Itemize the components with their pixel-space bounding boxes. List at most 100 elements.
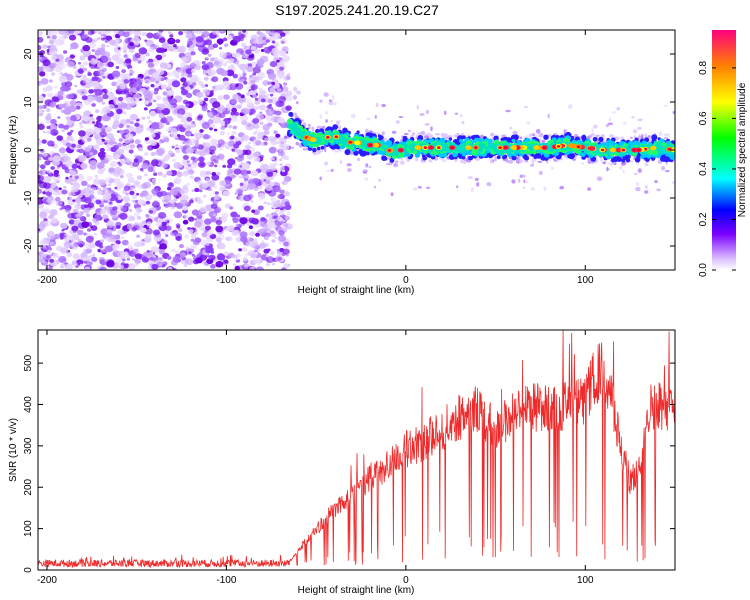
noise-blob (39, 164, 46, 170)
noise-blob (102, 168, 106, 171)
noise-blob (169, 34, 174, 38)
noise-blob (239, 184, 248, 191)
noise-blob (275, 110, 282, 116)
track-band-blob (389, 157, 395, 163)
noise-blob (212, 101, 221, 109)
noise-blob (249, 137, 254, 142)
noise-blob (209, 149, 216, 155)
track-halo-blob (332, 102, 337, 106)
noise-blob (201, 122, 210, 129)
noise-blob (185, 103, 190, 107)
noise-blob (246, 65, 254, 73)
track-band-blob (636, 153, 642, 159)
noise-blob (166, 255, 172, 260)
noise-blob (240, 108, 247, 114)
noise-blob (39, 112, 44, 117)
noise-blob (282, 82, 288, 86)
noise-blob (76, 163, 81, 166)
noise-blob (206, 161, 211, 166)
noise-blob (39, 204, 43, 207)
noise-blob (150, 246, 159, 253)
noise-blob (162, 200, 168, 205)
track-halo-blob (377, 132, 381, 135)
noise-blob (141, 190, 149, 197)
track-halo-blob (424, 123, 430, 126)
noise-blob (205, 56, 209, 60)
noise-blob (252, 94, 257, 99)
noise-blob (59, 236, 64, 240)
noise-blob (230, 135, 235, 140)
noise-blob (93, 144, 100, 150)
track-halo-blob (629, 160, 633, 163)
noise-blob (263, 130, 270, 136)
track-band-blob (632, 140, 639, 146)
noise-blob (127, 215, 135, 222)
track-halo-blob (619, 165, 623, 170)
noise-blob (107, 183, 112, 187)
noise-blob (276, 88, 282, 92)
noise-blob (217, 153, 225, 160)
noise-blob (136, 216, 142, 220)
noise-blob (285, 90, 293, 97)
noise-blob (81, 95, 88, 101)
track-halo-blob (425, 133, 429, 137)
noise-blob (81, 221, 90, 229)
noise-blob (49, 79, 53, 83)
noise-blob (95, 96, 104, 103)
noise-blob (279, 66, 285, 71)
noise-blob (127, 244, 134, 250)
track-halo-blob (401, 135, 404, 140)
noise-blob (170, 188, 179, 196)
track-band-blob (387, 141, 393, 146)
noise-blob (133, 81, 142, 89)
noise-blob (286, 211, 292, 216)
noise-blob (101, 101, 106, 105)
noise-blob (129, 266, 135, 270)
noise-blob (184, 214, 189, 219)
noise-blob (158, 196, 162, 200)
track-halo-blob (365, 163, 369, 168)
track-band-blob (417, 135, 424, 141)
noise-blob (212, 43, 219, 48)
track-halo-blob (595, 134, 601, 137)
noise-blob (283, 175, 292, 182)
noise-blob (91, 103, 96, 107)
noise-blob (165, 78, 172, 83)
spectrogram-signal-track (286, 86, 675, 197)
noise-blob (77, 68, 85, 74)
noise-blob (87, 202, 95, 208)
noise-blob (109, 161, 118, 168)
noise-blob (253, 152, 260, 158)
noise-blob (241, 42, 247, 48)
noise-blob (243, 258, 248, 263)
noise-blob (177, 45, 187, 53)
noise-blob (217, 139, 225, 146)
noise-blob (91, 80, 100, 88)
noise-blob (141, 162, 149, 169)
noise-blob (156, 191, 163, 198)
noise-blob (233, 263, 237, 266)
track-halo-blob (319, 99, 323, 103)
noise-blob (104, 142, 108, 145)
noise-blob (92, 121, 96, 124)
track-halo-blob (308, 126, 311, 130)
track-band-blob (669, 154, 675, 160)
noise-blob (167, 266, 173, 270)
noise-blob (88, 261, 93, 266)
track-band-blob (532, 150, 537, 155)
noise-blob (259, 111, 263, 115)
noise-blob (158, 212, 167, 219)
noise-blob (283, 155, 290, 161)
noise-blob (47, 230, 55, 237)
noise-blob (64, 81, 73, 88)
noise-blob (222, 37, 228, 42)
track-halo-blob (539, 137, 542, 142)
noise-blob (67, 212, 75, 219)
noise-blob (76, 144, 82, 149)
noise-blob (244, 264, 249, 268)
noise-blob (58, 187, 62, 190)
track-halo-blob (589, 134, 592, 139)
noise-blob (240, 94, 245, 99)
noise-blob (227, 35, 233, 40)
track-halo-blob (519, 137, 523, 140)
